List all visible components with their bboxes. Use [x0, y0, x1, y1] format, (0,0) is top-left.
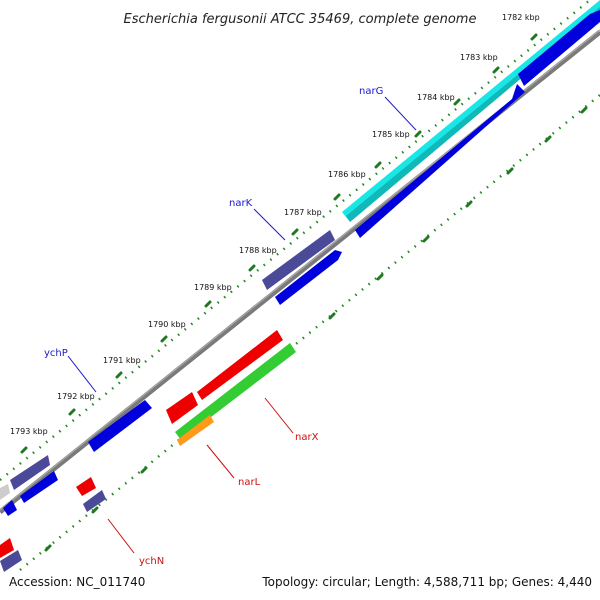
- left-reverse-highlight[interactable]: [0, 550, 22, 572]
- left-highlight-feature[interactable]: [10, 455, 50, 490]
- scale-label: 1787 kbp: [284, 208, 322, 217]
- cds-upper-right[interactable]: [518, 10, 600, 86]
- gene-label-ychP[interactable]: ychP: [44, 348, 68, 359]
- outer-major-ticks: [20, 33, 538, 454]
- scale-label: 1784 kbp: [417, 93, 455, 102]
- scale-label: 1791 kbp: [103, 356, 141, 365]
- narX-cds[interactable]: [197, 330, 283, 400]
- scale-label: 1793 kbp: [10, 427, 48, 436]
- scale-label: 1786 kbp: [328, 170, 366, 179]
- gene-label-narG[interactable]: narG: [359, 86, 383, 97]
- narL-highlight-feature[interactable]: [177, 415, 214, 446]
- left-edge-cds[interactable]: [3, 500, 17, 516]
- narL-cds[interactable]: [166, 392, 198, 424]
- ychN-cds[interactable]: [76, 477, 96, 496]
- left-grey-feature: [0, 484, 10, 500]
- scale-label: 1782 kbp: [502, 13, 540, 22]
- ychP-cds[interactable]: [88, 400, 152, 452]
- left-reverse-cds[interactable]: [0, 538, 14, 558]
- scale-label: 1790 kbp: [148, 320, 186, 329]
- gene-label-narL[interactable]: narL: [238, 477, 261, 488]
- scale-label: 1788 kbp: [239, 246, 277, 255]
- narG-cds[interactable]: [355, 84, 525, 238]
- reverse-strand-features: [0, 330, 296, 572]
- gene-label-ychN[interactable]: ychN: [139, 556, 164, 567]
- scale-label: 1789 kbp: [194, 283, 232, 292]
- genome-title: Escherichia fergusonii ATCC 35469, compl…: [124, 12, 477, 27]
- label-leaders: [67, 96, 417, 554]
- scale-label: 1785 kbp: [372, 130, 410, 139]
- gene-label-narX[interactable]: narX: [295, 432, 319, 443]
- narK-cds[interactable]: [275, 250, 342, 305]
- narX-highlight-feature[interactable]: [175, 343, 296, 440]
- inner-scale-ring: [19, 94, 600, 571]
- outer-scale-ring: [0, 0, 591, 481]
- accession-text: Accession: NC_011740: [9, 575, 145, 589]
- ychN-highlight-feature[interactable]: [83, 490, 106, 512]
- narK-highlight-feature[interactable]: [262, 230, 335, 290]
- scale-label: 1783 kbp: [460, 53, 498, 62]
- scale-labels: 1782 kbp 1783 kbp 1784 kbp 1785 kbp 1786…: [10, 13, 540, 436]
- forward-strand-features: [0, 0, 600, 516]
- genome-summary-text: Topology: circular; Length: 4,588,711 bp…: [261, 575, 592, 589]
- scale-label: 1792 kbp: [57, 392, 95, 401]
- left-cds[interactable]: [20, 471, 58, 503]
- gene-label-narK[interactable]: narK: [229, 198, 253, 209]
